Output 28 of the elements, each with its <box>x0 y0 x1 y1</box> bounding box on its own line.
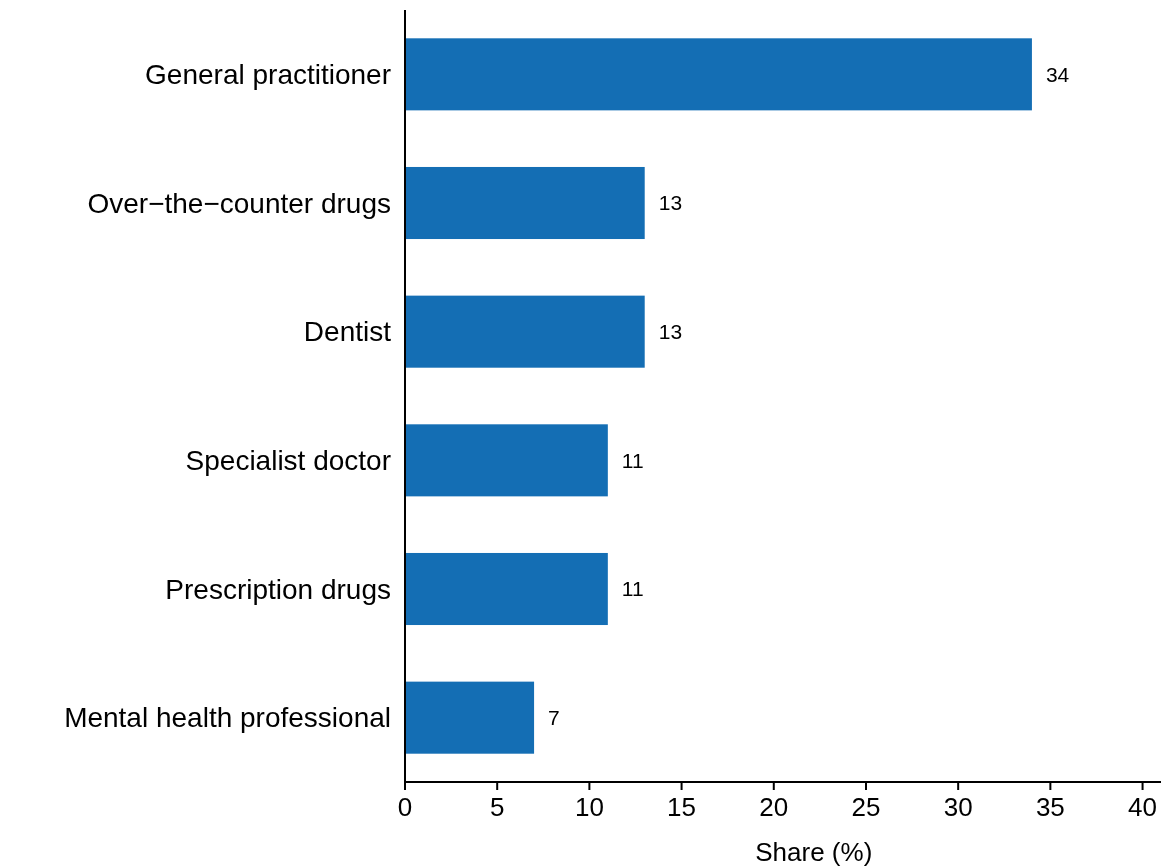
bar <box>405 681 535 754</box>
x-axis-title: Share (%) <box>755 837 873 867</box>
x-tick-label: 10 <box>574 792 604 822</box>
bar <box>405 38 1032 111</box>
bar <box>405 166 645 240</box>
data-label: 11 <box>621 577 644 601</box>
y-tick-label: Dentist <box>303 316 392 348</box>
y-tick-label: Mental health professional <box>64 702 391 734</box>
bar <box>405 295 645 368</box>
x-tick-label: 5 <box>489 792 505 822</box>
y-tick-label: Specialist doctor <box>185 445 391 477</box>
x-tick-label: 30 <box>943 792 973 822</box>
data-label: 7 <box>548 706 560 730</box>
y-tick-label: Over−the−counter drugs <box>87 187 391 219</box>
y-tick-label: Prescription drugs <box>165 573 391 605</box>
x-tick-label: 20 <box>759 792 789 822</box>
data-label: 11 <box>621 448 644 472</box>
x-tick-label: 35 <box>1035 792 1065 822</box>
y-tick-label: General practitioner <box>145 59 391 91</box>
data-label: 13 <box>658 320 683 344</box>
bar <box>405 424 608 497</box>
x-tick-label: 40 <box>1128 792 1158 822</box>
x-tick-label: 0 <box>397 792 413 822</box>
data-label: 13 <box>658 191 683 215</box>
x-tick-label: 25 <box>851 792 881 822</box>
x-tick-label: 15 <box>667 792 697 822</box>
bar <box>405 552 608 626</box>
data-label: 34 <box>1045 62 1070 86</box>
